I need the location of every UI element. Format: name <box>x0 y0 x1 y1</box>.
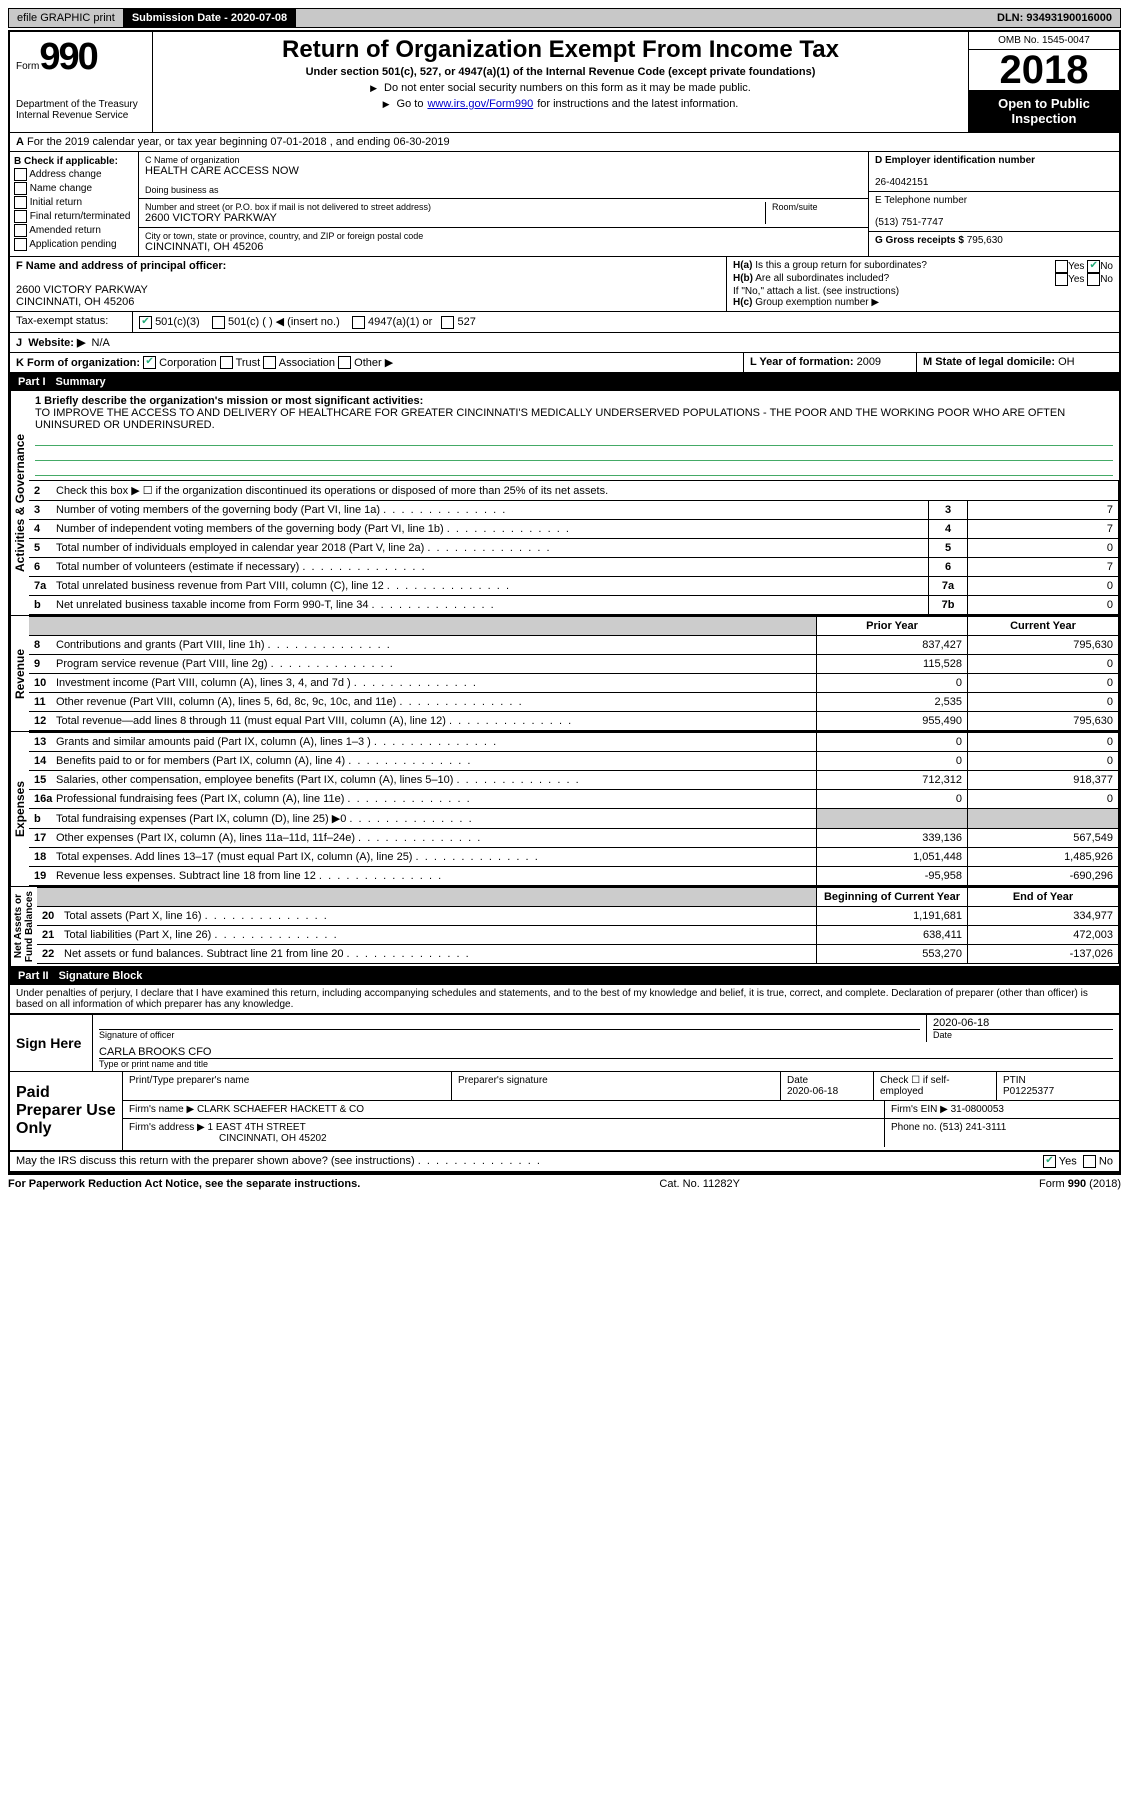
penalty-statement: Under penalties of perjury, I declare th… <box>10 985 1119 1013</box>
part-1-header: Part I Summary <box>10 373 1119 391</box>
form-word: Form <box>16 61 39 72</box>
governance-table: 2Check this box ▶ ☐ if the organization … <box>29 480 1119 615</box>
efile-print[interactable]: efile GRAPHIC print <box>9 9 124 27</box>
discuss-row: May the IRS discuss this return with the… <box>10 1152 1119 1173</box>
revenue-table: Prior YearCurrent Year 8Contributions an… <box>29 616 1119 731</box>
side-label-governance: Activities & Governance <box>10 391 29 615</box>
side-label-netassets: Net Assets or Fund Balances <box>10 887 37 966</box>
section-h: H(a) Is this a group return for subordin… <box>727 257 1119 311</box>
open-inspection: Open to Public Inspection <box>969 90 1119 132</box>
firm-name: CLARK SCHAEFER HACKETT & CO <box>197 1104 364 1115</box>
city-state-zip: CINCINNATI, OH 45206 <box>145 241 862 253</box>
ptin: P01225377 <box>1003 1086 1054 1097</box>
cb-initial-return[interactable]: Initial return <box>30 197 82 208</box>
ha-no-checkbox[interactable] <box>1087 260 1100 273</box>
dln: DLN: 93493190016000 <box>989 9 1120 27</box>
side-label-expenses: Expenses <box>10 732 29 886</box>
top-bar: efile GRAPHIC print Submission Date - 20… <box>8 8 1121 28</box>
tax-year: 2018 <box>969 50 1119 90</box>
signature-line[interactable]: Signature of officer <box>99 1029 920 1040</box>
section-f: F Name and address of principal officer:… <box>10 257 727 311</box>
org-name: HEALTH CARE ACCESS NOW <box>145 165 862 177</box>
ein: 26-4042151 <box>875 177 928 188</box>
submission-date: Submission Date - 2020-07-08 <box>124 9 296 27</box>
header-right: OMB No. 1545-0047 2018 Open to Public In… <box>969 32 1119 132</box>
form-title: Return of Organization Exempt From Incom… <box>161 36 960 64</box>
section-c: C Name of organization HEALTH CARE ACCES… <box>139 152 869 256</box>
footer: For Paperwork Reduction Act Notice, see … <box>8 1175 1121 1193</box>
cb-name-change[interactable]: Name change <box>30 183 92 194</box>
section-m: M State of legal domicile: OH <box>917 353 1119 373</box>
section-k: K Form of organization: Corporation Trus… <box>10 353 744 373</box>
firm-phone: (513) 241-3111 <box>939 1122 1006 1133</box>
cb-final-return[interactable]: Final return/terminated <box>30 211 131 222</box>
street-address: 2600 VICTORY PARKWAY <box>145 212 765 224</box>
cb-amended[interactable]: Amended return <box>29 225 101 236</box>
cb-pending[interactable]: Application pending <box>29 239 116 250</box>
part-2-header: Part II Signature Block <box>10 967 1119 985</box>
sign-date: 2020-06-18 <box>933 1017 989 1029</box>
department: Department of the Treasury Internal Reve… <box>16 99 146 121</box>
form-subtitle: Under section 501(c), 527, or 4947(a)(1)… <box>161 66 960 78</box>
cb-501c3[interactable] <box>139 316 152 329</box>
sign-here-block: Sign Here Signature of officer 2020-06-1… <box>10 1013 1119 1071</box>
section-l: L Year of formation: 2009 <box>744 353 917 373</box>
form-frame: Form990 Department of the Treasury Inter… <box>8 30 1121 1175</box>
tax-exempt-opts: 501(c)(3) 501(c) ( ) ◀ (insert no.) 4947… <box>133 312 1119 332</box>
mission-text: TO IMPROVE THE ACCESS TO AND DELIVERY OF… <box>35 407 1065 431</box>
instruction-1: Do not enter social security numbers on … <box>161 82 960 94</box>
preparer-block: Paid Preparer Use Only Print/Type prepar… <box>10 1071 1119 1152</box>
form990-link[interactable]: www.irs.gov/Form990 <box>427 98 533 110</box>
tax-exempt-label: Tax-exempt status: <box>10 312 133 332</box>
side-label-revenue: Revenue <box>10 616 29 731</box>
form-id-box: Form990 Department of the Treasury Inter… <box>10 32 153 132</box>
firm-ein: 31-0800053 <box>951 1104 1004 1115</box>
section-j: J Website: ▶ N/A <box>10 333 1119 352</box>
form-number: 990 <box>39 36 96 78</box>
form-title-box: Return of Organization Exempt From Incom… <box>153 32 969 132</box>
cb-corporation[interactable] <box>143 356 156 369</box>
instruction-2: Go to www.irs.gov/Form990 for instructio… <box>161 98 960 110</box>
right-col-deg: D Employer identification number 26-4042… <box>869 152 1119 256</box>
cb-address-change[interactable]: Address change <box>29 169 101 180</box>
gross-receipts: 795,630 <box>967 235 1003 246</box>
discuss-yes[interactable] <box>1043 1155 1056 1168</box>
mission-block: 1 Briefly describe the organization's mi… <box>29 391 1119 480</box>
expenses-table: 13Grants and similar amounts paid (Part … <box>29 732 1119 886</box>
officer-name: CARLA BROOKS CFO <box>99 1046 211 1058</box>
telephone: (513) 751-7747 <box>875 217 943 228</box>
line-a: A For the 2019 calendar year, or tax yea… <box>10 133 1119 152</box>
netassets-table: Beginning of Current YearEnd of Year 20T… <box>37 887 1119 964</box>
section-b: B Check if applicable: Address change Na… <box>10 152 139 256</box>
